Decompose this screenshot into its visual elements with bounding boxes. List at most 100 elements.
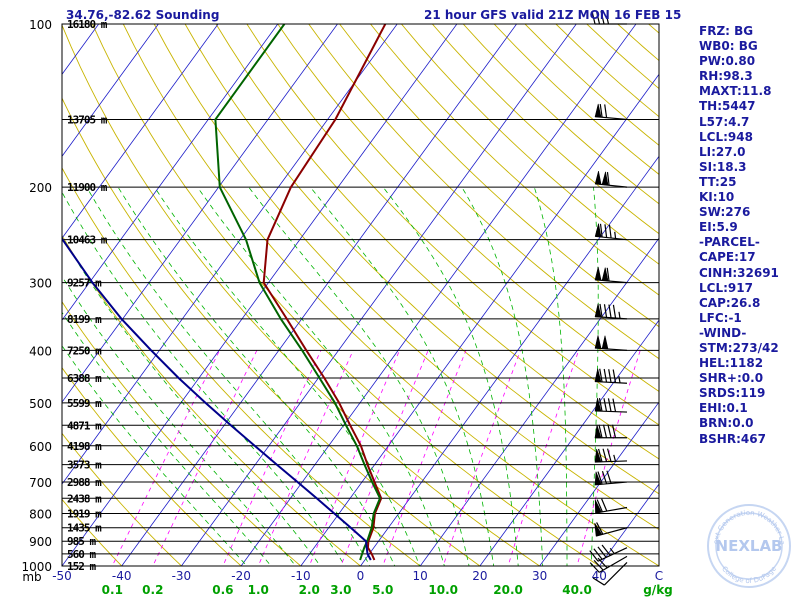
isotherm bbox=[0, 12, 48, 578]
height-label: 1919 m bbox=[67, 507, 102, 520]
sounding-profiles bbox=[62, 24, 387, 561]
plot-frame bbox=[61, 23, 660, 567]
index-item: TH:5447 bbox=[699, 99, 756, 114]
mixing-ratio-tick-label: 5.0 bbox=[372, 583, 393, 597]
axis-labels: 16180 m 13705 m 11900 m 10463 m 9257 m 8199 m… bbox=[21, 18, 672, 597]
mixing-ratio-tick-label: 20.0 bbox=[493, 583, 523, 597]
mixing-ratio-line bbox=[507, 350, 580, 566]
mixing-ratio-tick-label: 0.1 bbox=[102, 583, 123, 597]
wind-barb bbox=[594, 448, 628, 463]
wind-barbs bbox=[589, 10, 628, 586]
height-label: 4871 m bbox=[67, 419, 102, 432]
temperature-tick-label: -30 bbox=[172, 569, 192, 583]
index-item: SI:18.3 bbox=[699, 159, 747, 174]
mixing-ratio-tick-label: 3.0 bbox=[330, 583, 351, 597]
index-item: RH:98.3 bbox=[699, 69, 753, 84]
isotherm bbox=[62, 24, 219, 239]
dry-adiabat bbox=[62, 498, 123, 566]
index-item: -PARCEL- bbox=[699, 235, 760, 250]
isotherm bbox=[180, 24, 577, 566]
temperature-tick-label: -10 bbox=[291, 569, 311, 583]
wind-barb bbox=[592, 562, 628, 586]
pressure-tick-label: 800 bbox=[29, 507, 52, 521]
wind-barb bbox=[594, 424, 627, 439]
height-label: 11900 m bbox=[67, 181, 108, 194]
sounding-location: 34.76,-82.62 Sounding bbox=[66, 8, 220, 22]
moist-adiabat bbox=[382, 186, 519, 566]
wind-barb bbox=[594, 103, 628, 121]
isotherm bbox=[62, 24, 458, 566]
dry-adiabat bbox=[62, 234, 362, 566]
wind-barb bbox=[594, 368, 628, 384]
moist-adiabat bbox=[154, 186, 421, 566]
mixing-ratio-tick-label: 2.0 bbox=[299, 583, 320, 597]
mixing-ratio-line bbox=[152, 350, 258, 566]
nexlab-logo: Next Generation Weather Lab College of D… bbox=[706, 503, 791, 588]
wind-barb bbox=[594, 266, 628, 284]
dry-adiabat bbox=[401, 24, 659, 265]
mixing-ratio-line bbox=[382, 350, 467, 566]
isotherm bbox=[419, 237, 659, 566]
index-item: PW:0.80 bbox=[699, 54, 756, 69]
dry-adiabat bbox=[62, 166, 421, 566]
dry-adiabat bbox=[62, 432, 183, 566]
height-label: 1435 m bbox=[67, 522, 102, 535]
mixing-ratio-line bbox=[308, 350, 400, 566]
svg-text:NEXLAB: NEXLAB bbox=[716, 537, 783, 555]
dry-adiabat bbox=[339, 24, 659, 328]
pressure-tick-label: 500 bbox=[29, 397, 52, 411]
wind-barb bbox=[594, 335, 628, 351]
wind-barb bbox=[594, 522, 628, 537]
index-item: SRDS:119 bbox=[699, 386, 766, 401]
wind-barb bbox=[589, 544, 628, 562]
wind-barb bbox=[594, 397, 628, 413]
isotherm bbox=[62, 24, 279, 321]
index-item: LCL:948 bbox=[699, 129, 753, 144]
dry-adiabat bbox=[370, 24, 659, 296]
temperature-tick-label: 20 bbox=[472, 569, 487, 583]
isotherm bbox=[121, 24, 518, 566]
moist-adiabat bbox=[197, 186, 445, 566]
mixing-ratio-tick-label: 0.6 bbox=[212, 583, 233, 597]
temperature-tick-label: -40 bbox=[112, 569, 132, 583]
mixing-ratio-tick-label: 10.0 bbox=[428, 583, 458, 597]
mixing-ratio-tick-label: 40.0 bbox=[562, 583, 592, 597]
dry-adiabat bbox=[62, 366, 242, 566]
pressure-tick-label: 700 bbox=[29, 476, 52, 490]
temperature-tick-label: 40 bbox=[592, 569, 607, 583]
isotherm bbox=[300, 73, 659, 566]
pressure-tick-label: 100 bbox=[29, 18, 52, 32]
mixing-ratio-line bbox=[257, 350, 354, 566]
wind-barb bbox=[594, 171, 628, 188]
index-item: FRZ: BG bbox=[699, 24, 754, 38]
moist-adiabat bbox=[62, 311, 272, 566]
height-label: 2438 m bbox=[67, 492, 102, 505]
pressure-tick-label: 200 bbox=[29, 181, 52, 195]
isotherm bbox=[62, 24, 338, 403]
index-item: LI:27.0 bbox=[699, 144, 746, 159]
pressure-tick-label: 900 bbox=[29, 535, 52, 549]
height-label: 560 m bbox=[67, 548, 96, 561]
index-item: HEL:1182 bbox=[699, 356, 764, 371]
dry-adiabat bbox=[308, 24, 659, 360]
mixing-ratio-unit: g/kg bbox=[643, 583, 673, 597]
wind-barb bbox=[594, 223, 628, 241]
moist-adiabat bbox=[62, 191, 346, 566]
pressure-tick-label: 600 bbox=[29, 440, 52, 454]
height-label: 16180 m bbox=[67, 18, 108, 31]
dewpoint-profile bbox=[214, 24, 381, 561]
index-item: CINH:32691 bbox=[699, 265, 779, 280]
temperature-unit-label: C bbox=[655, 569, 663, 583]
mixing-ratio-tick-label: 1.0 bbox=[248, 583, 269, 597]
index-item: EI:5.9 bbox=[699, 220, 738, 235]
temperature-tick-label: -50 bbox=[52, 569, 72, 583]
index-item: KI:10 bbox=[699, 190, 735, 205]
isotherm bbox=[62, 24, 159, 157]
height-label: 985 m bbox=[67, 535, 96, 548]
wind-barb bbox=[591, 10, 627, 25]
index-item: TT:25 bbox=[699, 174, 737, 189]
index-item: L57:4.7 bbox=[699, 114, 750, 129]
isotherm bbox=[360, 155, 659, 566]
index-item: BSHR:467 bbox=[699, 431, 766, 446]
temperature-tick-label: 0 bbox=[357, 569, 365, 583]
